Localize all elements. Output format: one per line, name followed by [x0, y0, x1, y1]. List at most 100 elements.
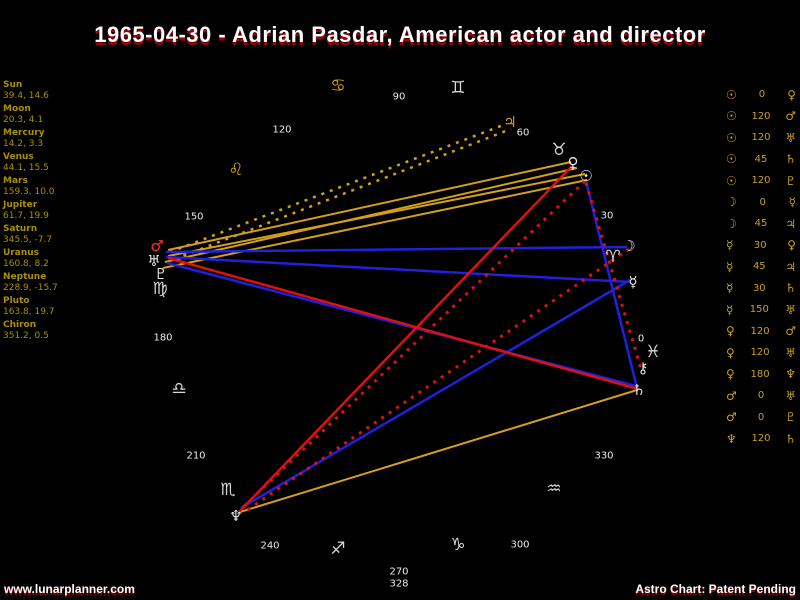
zodiac-aries-icon: ♈: [605, 247, 621, 267]
degree-label: 328: [389, 578, 409, 590]
planet-glyph: ☿: [726, 302, 734, 317]
planet-glyph: ♃: [785, 216, 796, 231]
aspect-row: ☉ 120 ♂: [726, 106, 796, 128]
planet-name: Pluto: [3, 296, 30, 306]
zodiac-sagittarius-icon: ♐: [330, 539, 346, 559]
aspect-line-pluto-jupiter: [174, 127, 512, 261]
planet-glyph: ♄: [785, 281, 796, 296]
aspect-row: ☿ 30 ♀: [726, 235, 796, 257]
planet-saturn-icon: ♄: [632, 381, 646, 399]
planet-coordinates: 160.8, 8.2: [3, 259, 49, 269]
degree-label: 330: [594, 450, 614, 462]
zodiac-pisces-icon: ♓: [645, 342, 661, 362]
planet-coordinates: 345.5, -7.7: [3, 235, 53, 245]
planet-row-chiron: Chiron 351.2, 0.5: [3, 320, 98, 342]
degree-label: 60: [516, 127, 530, 139]
aspect-row: ☉ 120 ♅: [726, 127, 796, 149]
planet-glyph: ♅: [785, 388, 796, 403]
degree-label: 300: [510, 539, 530, 551]
planet-row-mercury: Mercury 14.2, 3.3: [3, 128, 98, 150]
aspect-angle: 120: [751, 433, 771, 445]
planet-glyph: ♄: [785, 152, 796, 167]
planet-coordinates: 61.7, 19.9: [3, 211, 49, 221]
planet-glyph: ☉: [726, 130, 737, 145]
degree-label: 150: [184, 211, 204, 223]
aspect-line-neptune-mercury: [240, 278, 631, 510]
planet-neptune-icon: ♆: [229, 507, 243, 525]
planet-glyph: ♂: [726, 410, 737, 425]
aspect-line-venus-neptune: [238, 165, 573, 513]
aspect-line-neptune-saturn: [239, 389, 638, 513]
planet-row-venus: Venus 44.1, 15.5: [3, 152, 98, 174]
planet-name: Jupiter: [3, 200, 38, 210]
aspect-angle: 120: [751, 132, 771, 144]
degree-label: 210: [186, 450, 206, 462]
planet-row-sun: Sun 39.4, 14.6: [3, 80, 98, 102]
planet-glyph: ♇: [785, 173, 796, 188]
planet-row-moon: Moon 20.3, 4.1: [3, 104, 98, 126]
zodiac-cancer-icon: ♋: [330, 76, 346, 96]
aspect-row: ♀ 120 ♅: [726, 342, 796, 364]
aspect-angle: 0: [757, 411, 765, 423]
planet-glyph: ♅: [785, 130, 796, 145]
zodiac-aquarius-icon: ♒: [546, 479, 562, 499]
planet-glyph: ☽: [726, 195, 737, 210]
aspect-angle: 0: [757, 390, 765, 402]
patent-pending-label: Astro Chart: Patent Pending: [635, 582, 796, 596]
planet-pluto-icon: ♇: [154, 265, 168, 283]
zodiac-scorpio-icon: ♏: [220, 480, 236, 500]
planet-glyph: ☿: [788, 195, 796, 210]
aspect-angle: 0: [758, 89, 766, 101]
aspect-row: ☉ 45 ♄: [726, 149, 796, 171]
planet-glyph: ☿: [726, 259, 734, 274]
planet-coordinates: 44.1, 15.5: [3, 163, 49, 173]
degree-label: 120: [272, 124, 292, 136]
aspect-row: ☽ 0 ☿: [726, 192, 796, 214]
planet-glyph: ♀: [787, 238, 796, 253]
planet-coordinates: 20.3, 4.1: [3, 115, 44, 125]
aspect-angle: 120: [751, 110, 771, 122]
planet-glyph: ☉: [726, 87, 737, 102]
planet-glyph: ♅: [785, 302, 796, 317]
planet-glyph: ☉: [726, 152, 737, 167]
planet-glyph: ♆: [785, 367, 796, 382]
planet-glyph: ☿: [726, 281, 734, 296]
aspect-row: ☿ 150 ♅: [726, 299, 796, 321]
zodiac-leo-icon: ♌: [228, 160, 244, 180]
planet-glyph: ♀: [787, 87, 796, 102]
planet-venus-icon: ♀: [567, 154, 579, 172]
aspect-angle: 120: [751, 175, 771, 187]
planet-glyph: ☿: [726, 238, 734, 253]
aspect-row: ♀ 120 ♂: [726, 321, 796, 343]
aspect-line-mars-jupiter: [169, 122, 507, 254]
planet-chiron-icon: ⚷: [637, 359, 649, 377]
planet-glyph: ♆: [726, 431, 737, 446]
planet-coordinates: 228.9, -15.7: [3, 283, 58, 293]
aspect-row: ☿ 45 ♃: [726, 256, 796, 278]
aspect-row: ☽ 45 ♃: [726, 213, 796, 235]
degree-label: 240: [260, 540, 280, 552]
aspect-row: ☉ 120 ♇: [726, 170, 796, 192]
planet-glyph: ♀: [726, 367, 735, 382]
zodiac-gemini-icon: ♊: [450, 78, 466, 98]
degree-label: 0: [637, 333, 645, 345]
planet-glyph: ♅: [785, 345, 796, 360]
aspect-angle: 120: [750, 347, 770, 359]
planet-moon-icon: ☽: [622, 237, 636, 255]
aspect-angle: 45: [752, 261, 766, 273]
aspect-angle: 45: [754, 218, 768, 230]
aspect-line-pluto-sun: [162, 179, 588, 269]
aspect-row: ♂ 0 ♇: [726, 407, 796, 429]
planet-glyph: ♀: [726, 345, 735, 360]
planet-glyph: ☉: [726, 109, 737, 124]
aspect-line-mars-mercury: [165, 255, 632, 284]
aspect-line-mars-moon: [165, 245, 628, 254]
aspect-row: ☿ 30 ♄: [726, 278, 796, 300]
zodiac-taurus-icon: ♉: [551, 140, 567, 160]
zodiac-libra-icon: ♎: [171, 379, 187, 399]
planet-coordinates: 14.2, 3.3: [3, 139, 44, 149]
planet-name: Neptune: [3, 272, 47, 282]
planet-glyph: ♂: [785, 324, 796, 339]
